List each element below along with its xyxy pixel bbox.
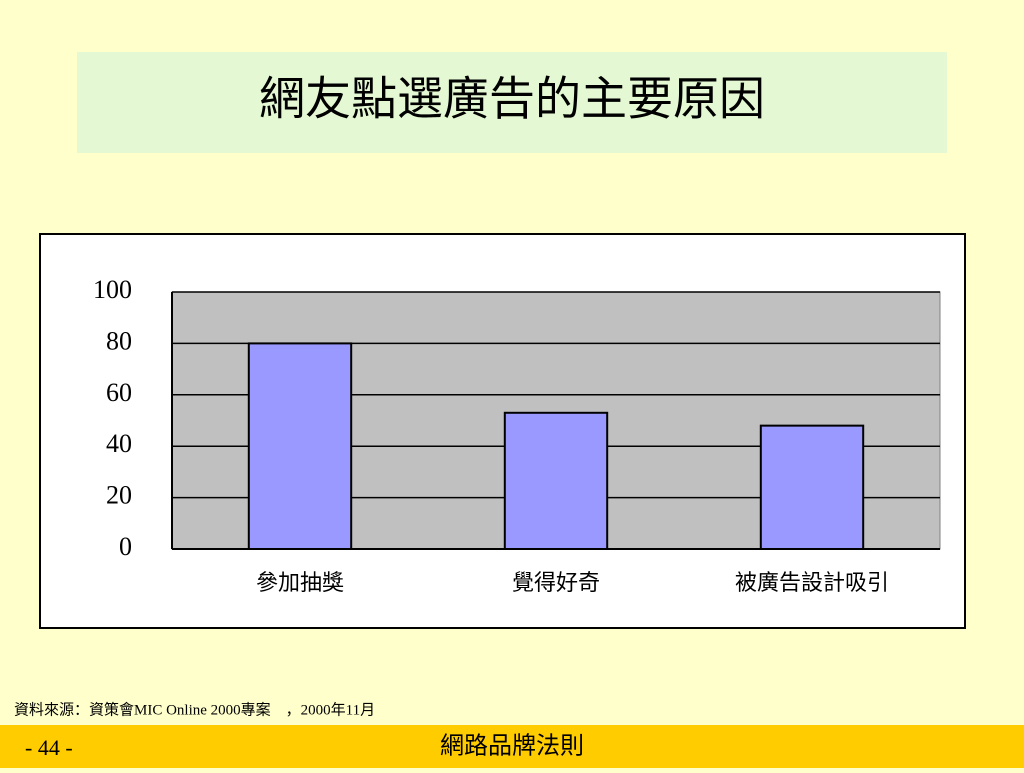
page-number: - 44 - xyxy=(25,735,73,760)
y-tick-label: 80 xyxy=(106,326,132,355)
y-tick-label: 100 xyxy=(93,275,132,304)
bar xyxy=(247,342,353,550)
y-tick-label: 20 xyxy=(106,481,132,510)
source-note: 資料來源：資策會MIC Online 2000專案 ，2000年11月 xyxy=(14,700,375,718)
chart: 0 20 40 60 80 100 參加抽獎 覺得好奇 被廣告設計吸引 xyxy=(93,275,941,595)
bar xyxy=(759,424,865,551)
y-tick-label: 60 xyxy=(106,378,132,407)
title-box xyxy=(77,52,947,153)
x-tick-label: 覺得好奇 xyxy=(512,570,600,595)
footer-band xyxy=(0,725,1024,768)
slide-title: 網友點選廣告的主要原因 xyxy=(259,74,765,125)
footer-title: 網路品牌法則 xyxy=(440,733,584,760)
x-tick-label: 被廣告設計吸引 xyxy=(735,570,889,595)
x-tick-label: 參加抽獎 xyxy=(256,570,344,595)
y-tick-label: 40 xyxy=(106,429,132,458)
y-tick-label: 0 xyxy=(119,532,132,561)
bar xyxy=(503,411,609,551)
